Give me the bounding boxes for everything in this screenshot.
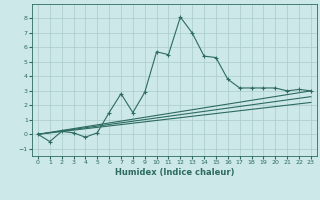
X-axis label: Humidex (Indice chaleur): Humidex (Indice chaleur) <box>115 168 234 177</box>
